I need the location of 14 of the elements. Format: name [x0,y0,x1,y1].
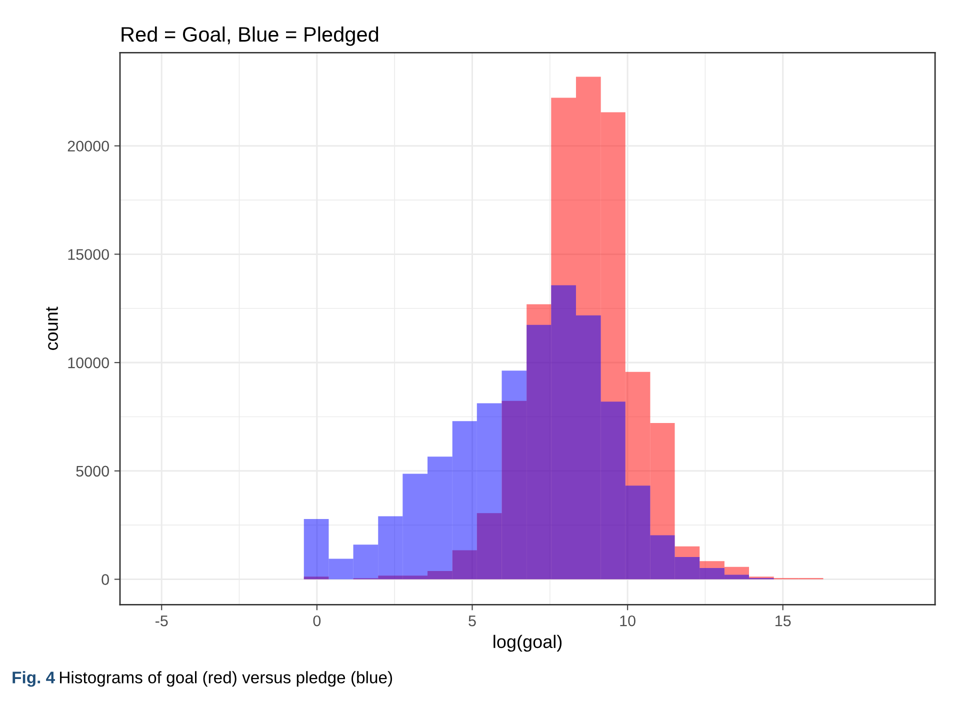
y-tick-label: 0 [102,574,109,585]
y-tick-label: 20000 [68,140,109,152]
chart-title: Red = Goal, Blue = Pledged [122,26,378,46]
x-tick-label: 15 [776,616,791,626]
x-tick-label: -5 [156,616,168,626]
y-tick-label: 15000 [68,249,109,260]
x-tick-label: 0 [313,615,321,626]
x-tick-label: 5 [468,616,476,626]
x-axis-title: log(goal) [494,634,562,652]
x-tick-label: 10 [620,615,636,626]
caption: Fig. 4 Histograms of goal (red) versus pledge (blue) [12,671,392,687]
y-tick-label: 5000 [76,466,109,477]
y-tick-label: 10000 [68,357,109,368]
y-axis-title: count [46,306,58,350]
